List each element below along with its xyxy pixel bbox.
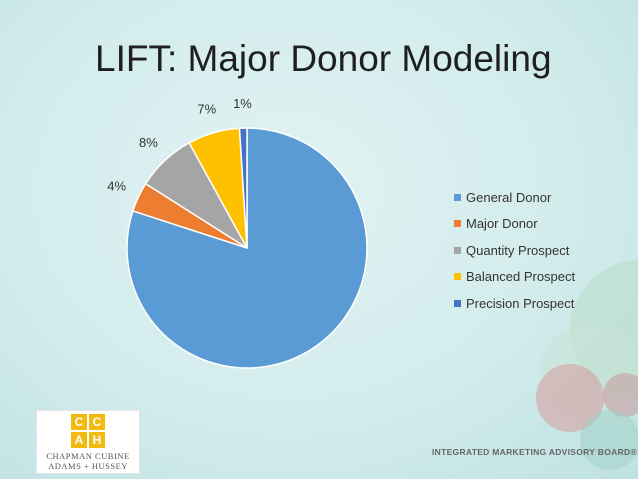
legend-swatch (454, 246, 461, 254)
legend-swatch (454, 220, 461, 228)
legend-item: Precision Prospect (454, 290, 575, 317)
legend-swatch (454, 193, 461, 201)
data-label-major-donor: 4% (107, 179, 126, 194)
logo-letter: H (89, 432, 105, 448)
legend-swatch (454, 299, 461, 307)
logo-line-2: ADAMS + HUSSEY (48, 461, 128, 471)
legend-label: General Donor (466, 189, 552, 205)
legend-label: Quantity Prospect (466, 242, 570, 258)
legend-label: Major Donor (466, 216, 538, 232)
legend-item: Balanced Prospect (454, 264, 575, 291)
legend-swatch (454, 273, 461, 281)
legend-item: Major Donor (454, 211, 575, 238)
logo-letter: C (71, 414, 87, 430)
data-label-balanced-prospect: 7% (197, 102, 216, 117)
legend-label: Precision Prospect (466, 295, 575, 311)
chart-legend: General Donor Major Donor Quantity Prospec… (454, 184, 575, 317)
data-label-precision-prospect: 1% (233, 96, 252, 111)
slide-title: LIFT: Major Donor Modeling (95, 38, 552, 79)
pie-slice-precision-prospect (238, 127, 248, 249)
cch-logo: C C A H CHAPMAN CUBINE ADAMS + HUSSEY (36, 410, 140, 474)
legend-item: General Donor (454, 184, 575, 211)
logo-letter: C (89, 414, 105, 430)
legend-label: Balanced Prospect (466, 269, 576, 285)
logo-line-1: CHAPMAN CUBINE (46, 451, 130, 461)
legend-item: Quantity Prospect (454, 237, 575, 264)
footer-org-name: INTEGRATED MARKETING ADVISORY BOARD® (432, 447, 638, 457)
logo-letter: A (71, 432, 87, 448)
logo-grid: C C A H (71, 414, 105, 448)
data-label-quantity-prospect: 8% (139, 135, 158, 150)
